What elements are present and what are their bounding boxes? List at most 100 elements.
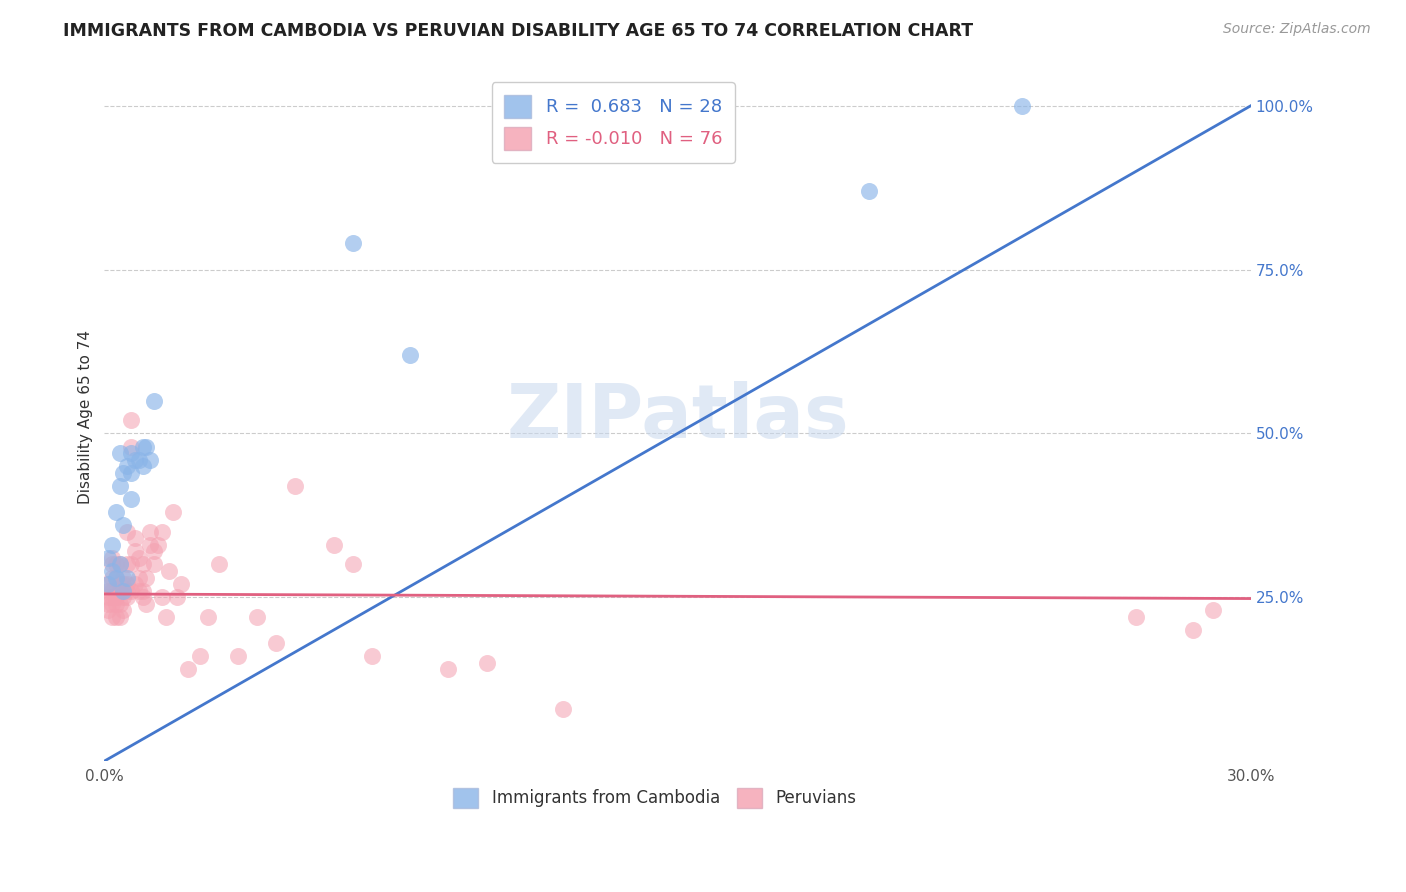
Point (135, 571, 157, 585)
Point (104, 591, 127, 605)
Point (858, 184, 880, 198)
Point (112, 591, 135, 605)
Point (128, 583, 150, 598)
Point (97, 550, 120, 565)
Point (104, 505, 127, 519)
Point (101, 597, 124, 611)
Point (101, 591, 124, 605)
Point (128, 550, 150, 565)
Point (101, 583, 124, 598)
Y-axis label: Disability Age 65 to 74: Disability Age 65 to 74 (79, 330, 93, 504)
Point (101, 564, 124, 578)
Point (475, 656, 498, 670)
Point (284, 479, 307, 493)
Point (155, 610, 177, 624)
Point (226, 649, 249, 664)
Point (117, 583, 139, 598)
Point (266, 636, 288, 650)
Point (108, 577, 131, 591)
Point (1125, 610, 1147, 624)
Point (117, 577, 139, 591)
Point (170, 577, 193, 591)
Point (101, 558, 124, 572)
Point (197, 610, 219, 624)
Point (117, 591, 139, 605)
Point (139, 538, 162, 552)
Point (104, 571, 127, 585)
Point (342, 236, 364, 251)
Point (112, 603, 135, 617)
Point (101, 571, 124, 585)
Point (246, 610, 269, 624)
Point (120, 446, 142, 460)
Point (135, 597, 157, 611)
Point (150, 591, 173, 605)
Text: IMMIGRANTS FROM CAMBODIA VS PERUVIAN DISABILITY AGE 65 TO 74 CORRELATION CHART: IMMIGRANTS FROM CAMBODIA VS PERUVIAN DIS… (63, 22, 973, 40)
Point (101, 550, 124, 565)
Point (108, 558, 131, 572)
Point (97, 591, 120, 605)
Point (108, 610, 131, 624)
Point (97, 597, 120, 611)
Point (117, 558, 139, 572)
Point (399, 348, 422, 362)
Point (104, 591, 127, 605)
Point (117, 571, 139, 585)
Point (112, 571, 135, 585)
Point (131, 459, 153, 474)
Point (97, 603, 120, 617)
Point (342, 558, 364, 572)
Point (322, 538, 344, 552)
Point (108, 558, 131, 572)
Point (112, 518, 135, 533)
Text: Source: ZipAtlas.com: Source: ZipAtlas.com (1223, 22, 1371, 37)
Point (101, 538, 124, 552)
Point (360, 649, 382, 664)
Point (131, 583, 153, 598)
Point (143, 558, 166, 572)
Point (117, 459, 139, 474)
Point (157, 564, 180, 578)
Point (1201, 603, 1223, 617)
Point (124, 544, 146, 558)
Point (120, 583, 142, 598)
Point (97, 577, 120, 591)
Point (112, 577, 135, 591)
Point (124, 452, 146, 467)
Point (101, 610, 124, 624)
Point (117, 524, 139, 539)
Text: ZIPatlas: ZIPatlas (506, 381, 849, 453)
Point (104, 610, 127, 624)
Point (108, 597, 131, 611)
Point (208, 558, 231, 572)
Point (143, 393, 166, 408)
Point (1011, 99, 1033, 113)
Point (120, 413, 142, 427)
Point (162, 505, 184, 519)
Point (108, 479, 131, 493)
Point (139, 524, 162, 539)
Point (104, 583, 127, 598)
Point (104, 571, 127, 585)
Point (166, 591, 188, 605)
Point (135, 440, 157, 454)
Point (150, 524, 173, 539)
Point (120, 558, 142, 572)
Point (97, 583, 120, 598)
Point (108, 583, 131, 598)
Point (104, 558, 127, 572)
Point (128, 452, 150, 467)
Point (112, 466, 135, 480)
Point (177, 662, 200, 676)
Point (551, 701, 574, 715)
Point (437, 662, 460, 676)
Point (128, 571, 150, 585)
Point (120, 466, 142, 480)
Point (1182, 623, 1205, 637)
Point (120, 440, 142, 454)
Point (146, 538, 169, 552)
Point (112, 583, 135, 598)
Point (124, 577, 146, 591)
Point (104, 597, 127, 611)
Point (131, 440, 153, 454)
